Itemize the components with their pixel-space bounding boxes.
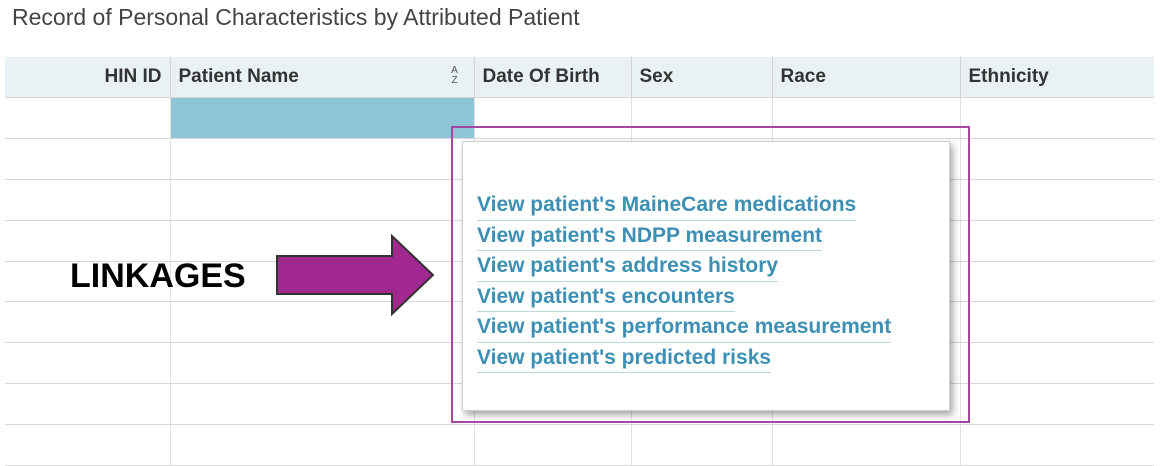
annotation-arrow-icon — [276, 234, 435, 316]
sort-az-icon[interactable]: A Z — [450, 66, 460, 86]
column-header-ethnicity[interactable]: Ethnicity — [960, 57, 1154, 98]
table-cell[interactable] — [960, 301, 1154, 344]
link-performance-measurement[interactable]: View patient's performance measurement — [477, 312, 892, 343]
table-cell[interactable] — [170, 179, 475, 221]
table-cell[interactable] — [5, 383, 171, 425]
table-cell[interactable] — [960, 220, 1154, 262]
table-cell[interactable] — [170, 424, 475, 466]
table-cell[interactable] — [631, 424, 773, 466]
table-cell[interactable] — [170, 138, 475, 180]
table-cell[interactable] — [170, 301, 475, 344]
table-cell[interactable] — [960, 179, 1154, 221]
table-cell[interactable] — [5, 220, 171, 262]
table-cell[interactable] — [772, 97, 961, 139]
tooltip-link-list: View patient's MaineCare medications Vie… — [477, 190, 927, 373]
column-header-sex[interactable]: Sex — [631, 57, 773, 98]
link-predicted-risks[interactable]: View patient's predicted risks — [477, 343, 772, 373]
table-cell[interactable] — [960, 261, 1154, 303]
link-mainecare-medications[interactable]: View patient's MaineCare medications — [477, 190, 857, 221]
selected-cell[interactable] — [170, 97, 475, 139]
table-cell[interactable] — [5, 179, 171, 221]
table-cell[interactable] — [960, 138, 1154, 180]
table-cell[interactable] — [5, 342, 171, 385]
sort-icon-a: A — [451, 65, 458, 76]
table-cell[interactable] — [5, 301, 171, 344]
link-ndpp-measurement[interactable]: View patient's NDPP measurement — [477, 221, 823, 251]
table-cell[interactable] — [5, 138, 171, 180]
column-header-hin-id[interactable]: HIN ID — [5, 57, 171, 98]
table-cell[interactable] — [772, 424, 961, 466]
table-cell[interactable] — [474, 424, 632, 466]
table-cell[interactable] — [631, 97, 773, 139]
table-cell[interactable] — [170, 383, 475, 425]
column-header-date-of-birth[interactable]: Date Of Birth — [474, 57, 632, 98]
table-header-row: HIN ID Patient Name A Z Date Of Birth Se… — [5, 57, 1154, 98]
column-header-race[interactable]: Race — [772, 57, 961, 98]
table-row[interactable] — [5, 424, 1154, 466]
table-cell[interactable] — [960, 97, 1154, 139]
table-cell[interactable] — [960, 424, 1154, 466]
link-encounters[interactable]: View patient's encounters — [477, 282, 735, 312]
patient-linkages-tooltip: View patient's MaineCare medications Vie… — [462, 141, 950, 411]
linkages-annotation-label: LINKAGES — [70, 257, 246, 295]
table-cell[interactable] — [960, 383, 1154, 425]
table-cell[interactable] — [170, 342, 475, 385]
table-cell[interactable] — [5, 424, 171, 466]
column-header-label: Patient Name — [178, 66, 299, 87]
sort-icon-z: Z — [451, 75, 458, 86]
table-cell[interactable] — [5, 261, 171, 303]
table-cell[interactable] — [960, 342, 1154, 385]
column-header-patient-name[interactable]: Patient Name A Z — [170, 57, 475, 98]
page-title: Record of Personal Characteristics by At… — [12, 4, 580, 30]
link-address-history[interactable]: View patient's address history — [477, 251, 779, 282]
table-cell[interactable] — [474, 97, 632, 139]
table-row[interactable] — [5, 97, 1154, 139]
table-cell[interactable] — [5, 97, 171, 139]
